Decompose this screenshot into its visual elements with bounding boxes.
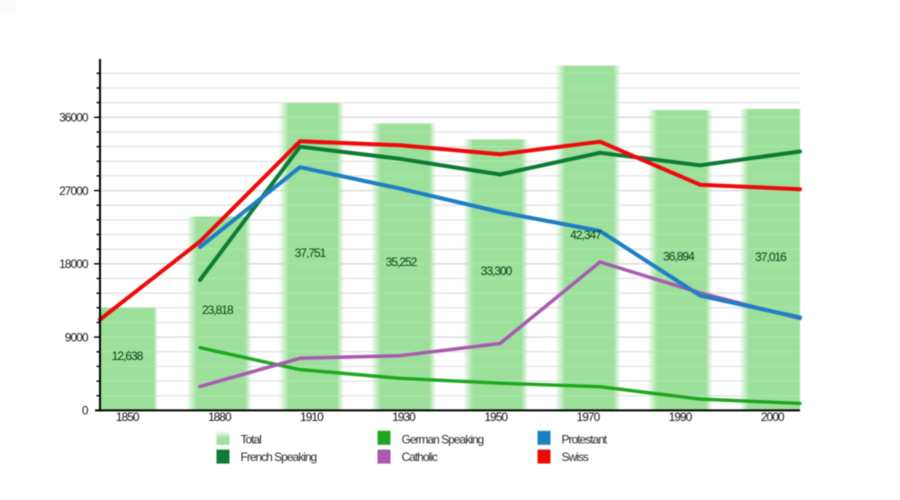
svg-text:12,638: 12,638 xyxy=(112,349,144,363)
svg-text:42,347: 42,347 xyxy=(570,228,602,242)
svg-text:37,016: 37,016 xyxy=(755,250,787,264)
svg-text:36,894: 36,894 xyxy=(663,250,695,264)
svg-text:33,300: 33,300 xyxy=(481,264,513,278)
svg-text:36000: 36000 xyxy=(59,111,89,125)
svg-text:23,818: 23,818 xyxy=(202,303,234,317)
svg-text:1950: 1950 xyxy=(484,410,508,424)
svg-text:Swiss: Swiss xyxy=(562,450,589,464)
svg-text:2000: 2000 xyxy=(761,410,785,424)
svg-text:27000: 27000 xyxy=(59,184,89,198)
svg-text:1910: 1910 xyxy=(300,410,324,424)
svg-text:Protestant: Protestant xyxy=(562,433,608,447)
svg-text:1880: 1880 xyxy=(208,410,232,424)
svg-text:37,751: 37,751 xyxy=(295,246,327,260)
svg-text:1970: 1970 xyxy=(577,410,601,424)
svg-text:French Speaking: French Speaking xyxy=(241,450,317,464)
svg-text:German Speaking: German Speaking xyxy=(402,433,484,447)
svg-text:18000: 18000 xyxy=(59,257,89,271)
svg-text:1990: 1990 xyxy=(669,410,693,424)
svg-text:0: 0 xyxy=(82,404,89,418)
svg-text:9000: 9000 xyxy=(65,330,89,344)
svg-text:1850: 1850 xyxy=(116,410,140,424)
svg-text:Catholic: Catholic xyxy=(402,450,438,464)
svg-text:1930: 1930 xyxy=(392,410,416,424)
svg-text:Total: Total xyxy=(241,433,262,447)
svg-text:35,252: 35,252 xyxy=(386,255,418,269)
